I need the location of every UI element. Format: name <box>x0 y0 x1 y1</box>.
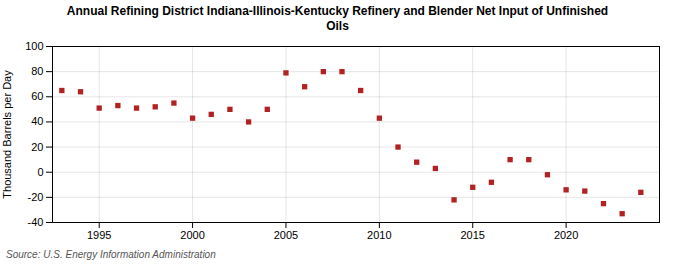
html-text:Annual Refining District India: Annual Refining District Indiana-Illinoi… <box>66 4 609 33</box>
svg-text:-40: -40 <box>28 216 44 228</box>
svg-text:80: 80 <box>31 65 43 77</box>
svg-text:-20: -20 <box>28 191 44 203</box>
svg-text:0: 0 <box>37 166 43 178</box>
svg-text:2020: 2020 <box>554 229 578 241</box>
svg-text:Thousand Barrels per Day: Thousand Barrels per Day <box>1 70 13 199</box>
svg-text:2005: 2005 <box>274 229 298 241</box>
svg-text:60: 60 <box>31 90 43 102</box>
svg-text:20: 20 <box>31 141 43 153</box>
html-text:Source: U.S. Energy Informatio: Source: U.S. Energy Information Administ… <box>6 249 216 260</box>
svg-text:2000: 2000 <box>180 229 204 241</box>
svg-text:1995: 1995 <box>87 229 111 241</box>
svg-text:40: 40 <box>31 115 43 127</box>
svg-text:100: 100 <box>25 40 43 52</box>
svg-text:2015: 2015 <box>460 229 484 241</box>
svg-text:2010: 2010 <box>367 229 391 241</box>
